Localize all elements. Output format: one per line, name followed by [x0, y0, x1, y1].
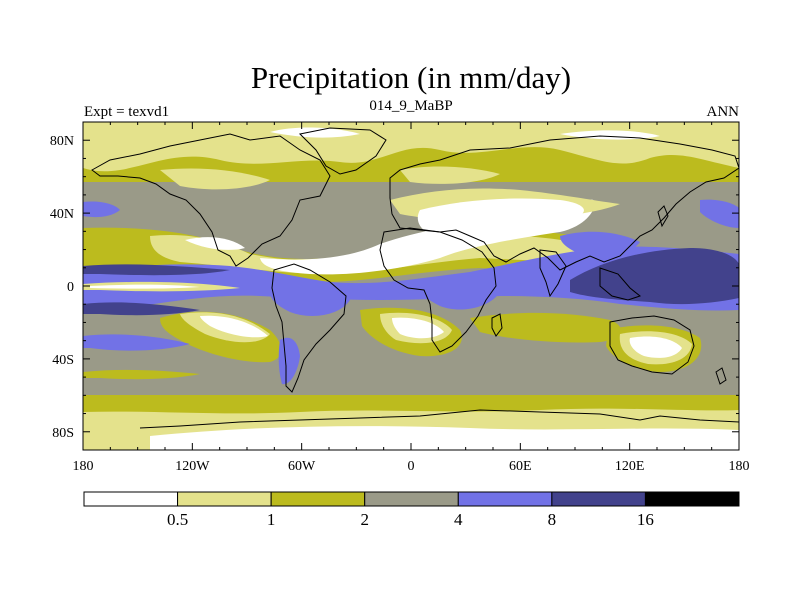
coast-india [539, 249, 567, 298]
coast-greenland [298, 127, 387, 175]
warm-pool-16 [570, 248, 739, 305]
colorbar-label: 0.5 [167, 510, 188, 529]
coast-nz [715, 367, 727, 385]
sh-mid-8 [83, 334, 190, 351]
chart-title: Precipitation (in mm/day) [251, 60, 571, 95]
colorbar-swatch [457, 491, 553, 507]
x-tick-label: 180 [729, 459, 750, 474]
subtitle-center: 014_9_MaBP [369, 98, 452, 114]
eq-dry-band-white [90, 284, 200, 289]
sh-atlantic-white [392, 317, 444, 339]
colorbar-label: 16 [637, 510, 654, 529]
y-tick-label: 0 [67, 280, 74, 295]
coast-se-asia [599, 267, 642, 301]
coastlines [91, 127, 739, 429]
colorbar-swatch [83, 491, 179, 507]
sh-pacific-white [200, 315, 268, 338]
y-tick-label: 40N [50, 207, 74, 222]
coast-australia [609, 315, 695, 375]
x-tick-label: 60W [288, 459, 316, 474]
spcz-16 [83, 302, 200, 316]
coast-north-america [91, 133, 331, 267]
colorbar-swatch [270, 491, 366, 507]
canada-light [160, 168, 270, 190]
subtitle-left: Expt = texvd1 [84, 104, 169, 120]
colorbar-swatch [364, 491, 459, 507]
colorbar-swatch [644, 491, 740, 507]
colorbar-label: 2 [360, 510, 369, 529]
coast-madagascar [491, 313, 503, 337]
precipitation-field [83, 122, 739, 450]
axis-ticks: 180 120W 60W 0 60E 120E 180 80N 40N 0 40S 80S [50, 121, 750, 474]
colorbar-label: 4 [454, 510, 463, 529]
colorbar-swatch [177, 491, 272, 507]
itcz-8 [83, 246, 739, 314]
e-asia-8 [560, 231, 640, 257]
coast-japan [657, 205, 669, 228]
coast-south-america [271, 263, 347, 393]
x-tick-label: 60E [509, 459, 532, 474]
x-tick-label: 120W [175, 459, 210, 474]
sh-pac-east-light [83, 369, 200, 380]
colorbar-label: 8 [548, 510, 557, 529]
x-tick-label: 180 [73, 459, 94, 474]
n-atlantic-8 [83, 201, 120, 218]
y-tick-label: 80N [50, 134, 74, 149]
australia-white [629, 336, 682, 358]
y-tick-label: 80S [52, 426, 74, 441]
n-pacific-8 [700, 199, 739, 228]
indian-ocean-light [470, 312, 621, 343]
coast-africa [379, 227, 497, 353]
coast-antarctica [139, 409, 739, 429]
subtitle-right: ANN [707, 104, 740, 120]
antarctic-white [150, 426, 739, 450]
amazon-8 [270, 288, 350, 316]
itcz-pac-16 [83, 264, 230, 276]
colorbar: 0.5 1 2 4 8 16 [83, 491, 740, 529]
arctic-white [270, 127, 360, 138]
coast-eurasia [389, 135, 739, 271]
europe-light [400, 166, 500, 184]
x-tick-label: 120E [615, 459, 645, 474]
colorbar-swatch [551, 491, 646, 507]
x-tick-label: 0 [408, 459, 415, 474]
africa-wet-8 [420, 283, 500, 310]
colorbar-label: 1 [267, 510, 276, 529]
atlantic-nh-white [185, 237, 245, 250]
arabia-white [417, 198, 584, 236]
y-tick-label: 40S [52, 353, 74, 368]
